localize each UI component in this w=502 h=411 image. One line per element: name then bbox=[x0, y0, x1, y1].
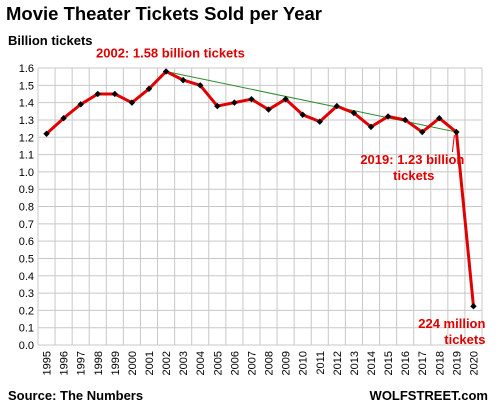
data-point bbox=[197, 82, 204, 89]
y-tick-label: 0.2 bbox=[19, 305, 34, 317]
data-point bbox=[60, 115, 67, 122]
x-tick-label: 2011 bbox=[315, 351, 327, 375]
data-point bbox=[43, 130, 50, 137]
x-tick-label: 2018 bbox=[434, 351, 446, 375]
y-tick-label: 1.2 bbox=[19, 132, 34, 144]
data-point bbox=[77, 101, 84, 108]
x-tick-label: 2012 bbox=[332, 351, 344, 375]
data-point bbox=[350, 109, 358, 117]
y-tick-label: 1.6 bbox=[19, 63, 34, 75]
data-point bbox=[231, 99, 238, 106]
x-tick-label: 2014 bbox=[366, 351, 378, 375]
data-point bbox=[179, 76, 187, 84]
annotation-leader bbox=[451, 134, 455, 153]
data-point bbox=[162, 68, 170, 75]
x-tick-label: 2002 bbox=[161, 351, 173, 375]
data-point bbox=[128, 99, 136, 106]
data-point bbox=[265, 106, 272, 113]
x-tick-label: 2005 bbox=[212, 351, 224, 375]
y-tick-label: 0.6 bbox=[19, 236, 34, 248]
data-point bbox=[94, 90, 101, 98]
data-point bbox=[436, 115, 443, 122]
x-tick-label: 1998 bbox=[93, 351, 105, 375]
data-point bbox=[282, 95, 289, 103]
data-point bbox=[316, 118, 323, 125]
x-tick-label: 2004 bbox=[195, 351, 207, 375]
y-tick-label: 1.1 bbox=[19, 150, 34, 162]
y-tick-label: 0.3 bbox=[19, 288, 34, 300]
data-point bbox=[384, 113, 392, 120]
source-note: Source: The Numbers bbox=[8, 388, 144, 403]
chart-title: Movie Theater Tickets Sold per Year bbox=[6, 3, 323, 24]
x-tick-label: 2013 bbox=[349, 351, 361, 375]
x-tick-label: 2010 bbox=[298, 351, 310, 375]
x-tick-label: 2009 bbox=[281, 351, 293, 375]
data-point bbox=[333, 102, 341, 110]
x-tick-label: 2001 bbox=[144, 351, 156, 375]
x-tick-label: 2007 bbox=[246, 351, 258, 375]
annotation-label: 224 million bbox=[418, 316, 485, 331]
data-point bbox=[248, 95, 255, 103]
x-tick-label: 1997 bbox=[76, 351, 88, 375]
y-tick-label: 0.8 bbox=[19, 202, 34, 214]
x-tick-label: 2008 bbox=[264, 351, 276, 375]
series-line bbox=[45, 69, 475, 307]
x-tick-label: 2015 bbox=[383, 351, 395, 375]
y-tick-label: 1.5 bbox=[19, 80, 34, 92]
y-tick-label: 0.7 bbox=[19, 219, 34, 231]
data-point bbox=[214, 102, 221, 110]
data-point bbox=[453, 128, 460, 136]
data-point bbox=[470, 303, 477, 310]
data-point bbox=[401, 116, 409, 124]
data-point bbox=[419, 128, 426, 136]
brand-watermark: WOLFSTREET.com bbox=[369, 388, 488, 403]
data-point bbox=[299, 111, 306, 118]
annotation-label: tickets bbox=[393, 168, 434, 183]
annotation-label: 2019: 1.23 billion bbox=[360, 152, 464, 167]
x-tick-label: 2003 bbox=[178, 351, 190, 375]
y-axis-label: Billion tickets bbox=[8, 33, 93, 48]
y-tick-label: 1.0 bbox=[19, 167, 34, 179]
data-point bbox=[367, 123, 375, 131]
y-tick-label: 0.5 bbox=[19, 253, 34, 265]
y-tick-label: 0.4 bbox=[19, 271, 34, 283]
x-tick-label: 2006 bbox=[229, 351, 241, 375]
x-tick-label: 2000 bbox=[127, 351, 139, 375]
y-tick-label: 0.1 bbox=[19, 323, 34, 335]
y-tick-label: 0.9 bbox=[19, 184, 34, 196]
annotation-label: tickets bbox=[444, 332, 485, 347]
data-point bbox=[145, 85, 153, 92]
annotation-label: 2002: 1.58 billion tickets bbox=[96, 45, 245, 60]
y-tick-label: 0.0 bbox=[19, 340, 34, 352]
x-tick-label: 1995 bbox=[42, 351, 54, 375]
x-tick-label: 2016 bbox=[400, 351, 412, 375]
x-tick-label: 2019 bbox=[451, 351, 463, 375]
x-tick-label: 2017 bbox=[417, 351, 429, 375]
x-tick-label: 1996 bbox=[59, 351, 71, 375]
data-point bbox=[111, 90, 119, 98]
x-tick-label: 2020 bbox=[468, 351, 480, 375]
x-tick-label: 1999 bbox=[110, 351, 122, 375]
y-tick-label: 1.4 bbox=[19, 98, 34, 110]
y-tick-label: 1.3 bbox=[19, 115, 34, 127]
